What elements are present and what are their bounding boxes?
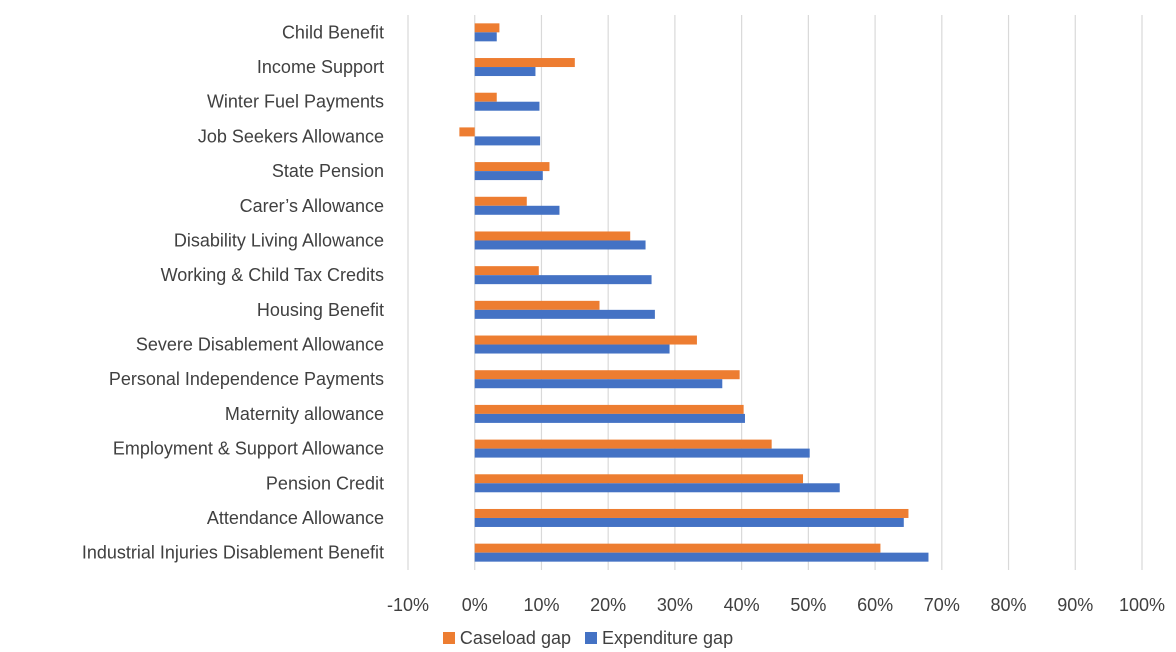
category-label: Working & Child Tax Credits — [161, 265, 384, 285]
x-tick-label: 50% — [790, 595, 826, 615]
legend-swatch-expenditure — [584, 632, 597, 644]
bar-caseload-gap — [474, 92, 497, 102]
x-tick-label: 100% — [1119, 595, 1165, 615]
x-tick-labels: -10% 0% 10% 20% 30% 40% 50% 60% 70% 80% 90% 100% — [387, 595, 1165, 615]
bar-caseload-gap — [474, 231, 631, 241]
category-label: Child Benefit — [282, 22, 384, 42]
x-tick-label: 60% — [857, 595, 893, 615]
category-label: State Pension — [272, 161, 384, 181]
x-tick-label: 30% — [657, 595, 693, 615]
x-tick-label: -10% — [387, 595, 429, 615]
bar-expenditure-gap — [474, 517, 904, 527]
bar-expenditure-gap — [474, 171, 543, 181]
bar-expenditure-gap — [474, 344, 670, 354]
bar-expenditure-gap — [474, 552, 929, 562]
bar-expenditure-gap — [474, 448, 810, 458]
bar-expenditure-gap — [474, 309, 655, 319]
bar-expenditure-gap — [474, 101, 540, 111]
bar-caseload-gap — [474, 335, 697, 345]
category-label: Carer’s Allowance — [240, 196, 384, 216]
legend-item-caseload: Caseload gap — [442, 627, 571, 649]
bar-expenditure-gap — [474, 240, 646, 250]
category-label: Income Support — [257, 57, 384, 77]
category-label: Housing Benefit — [257, 300, 384, 320]
bar-expenditure-gap — [474, 483, 840, 493]
category-label: Maternity allowance — [225, 404, 384, 424]
category-label: Industrial Injuries Disablement Benefit — [82, 543, 384, 563]
category-label: Attendance Allowance — [207, 508, 384, 528]
bar-caseload-gap — [474, 543, 881, 553]
bars — [459, 23, 929, 562]
bar-caseload-gap — [474, 300, 600, 310]
bar-expenditure-gap — [474, 379, 723, 389]
category-label: Severe Disablement Allowance — [136, 335, 384, 355]
category-label: Pension Credit — [266, 473, 384, 493]
bar-caseload-gap — [474, 162, 550, 172]
x-tick-label: 20% — [590, 595, 626, 615]
bar-chart: Child Benefit Income Support Winter Fuel P… — [82, 15, 1165, 615]
bar-caseload-gap — [474, 266, 539, 276]
legend-label-caseload: Caseload gap — [459, 627, 571, 648]
x-tick-label: 90% — [1057, 595, 1093, 615]
bar-expenditure-gap — [474, 136, 541, 146]
bar-caseload-gap — [474, 23, 500, 33]
category-label: Winter Fuel Payments — [207, 92, 384, 112]
category-label: Personal Independence Payments — [109, 369, 384, 389]
bar-caseload-gap — [459, 127, 475, 137]
category-label: Employment & Support Allowance — [113, 439, 384, 459]
x-tick-label: 10% — [523, 595, 559, 615]
bar-caseload-gap — [474, 58, 575, 68]
legend-swatch-caseload — [442, 632, 455, 644]
x-tick-label: 0% — [462, 595, 488, 615]
category-label: Disability Living Allowance — [174, 230, 384, 250]
bar-caseload-gap — [474, 370, 740, 380]
bar-expenditure-gap — [474, 413, 745, 423]
category-label: Job Seekers Allowance — [198, 126, 384, 146]
x-tick-label: 70% — [924, 595, 960, 615]
bar-caseload-gap — [474, 474, 804, 484]
bar-caseload-gap — [474, 196, 527, 206]
legend-label-expenditure: Expenditure gap — [601, 627, 734, 648]
x-tick-label: 40% — [724, 595, 760, 615]
bar-expenditure-gap — [474, 205, 560, 215]
bar-expenditure-gap — [474, 67, 536, 77]
bar-caseload-gap — [474, 508, 909, 518]
x-tick-label: 80% — [991, 595, 1027, 615]
bar-caseload-gap — [474, 404, 744, 414]
category-labels: Child Benefit Income Support Winter Fuel P… — [82, 22, 384, 562]
bar-expenditure-gap — [474, 275, 652, 285]
bar-caseload-gap — [474, 439, 772, 449]
legend-item-expenditure: Expenditure gap — [584, 627, 734, 649]
bar-expenditure-gap — [474, 32, 497, 42]
legend: Caseload gap Expenditure gap — [0, 624, 1176, 652]
